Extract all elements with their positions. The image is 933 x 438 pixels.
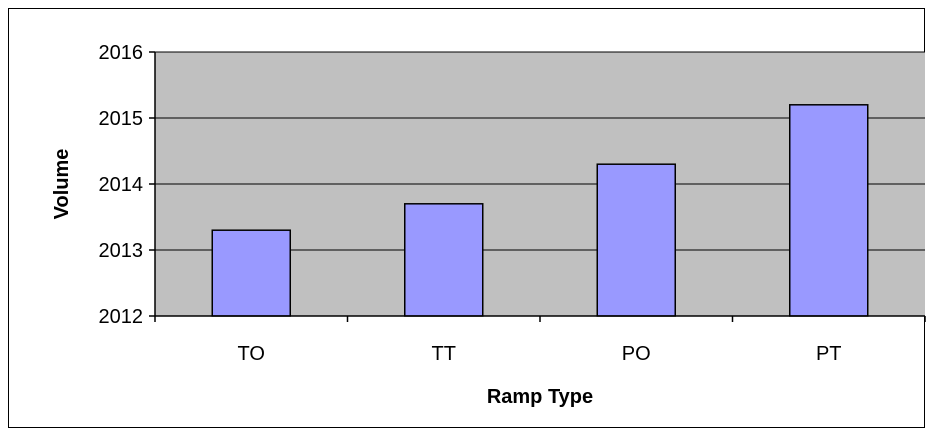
y-tick-label: 2012 bbox=[99, 306, 144, 328]
bars bbox=[211, 104, 869, 317]
bar-to bbox=[211, 229, 291, 317]
y-tick-labels: 2012 2013 2014 2015 2016 bbox=[99, 42, 144, 328]
x-tick-label: TT bbox=[432, 343, 456, 365]
axes bbox=[149, 51, 926, 322]
bar-pt bbox=[789, 104, 869, 317]
y-axis-title: Volume bbox=[51, 149, 73, 220]
x-tick-label: PO bbox=[622, 343, 651, 365]
y-tick-label: 2015 bbox=[99, 108, 144, 130]
bar-tt bbox=[404, 203, 484, 317]
x-tick-labels: TO TT PO PT bbox=[238, 343, 842, 365]
x-tick-label: PT bbox=[816, 343, 842, 365]
y-tick-label: 2013 bbox=[99, 240, 144, 262]
x-tick-label: TO bbox=[238, 343, 265, 365]
y-tick-label: 2014 bbox=[99, 174, 144, 196]
bar-po bbox=[596, 163, 676, 317]
x-axis-title: Ramp Type bbox=[487, 386, 593, 408]
y-tick-label: 2016 bbox=[99, 42, 144, 64]
